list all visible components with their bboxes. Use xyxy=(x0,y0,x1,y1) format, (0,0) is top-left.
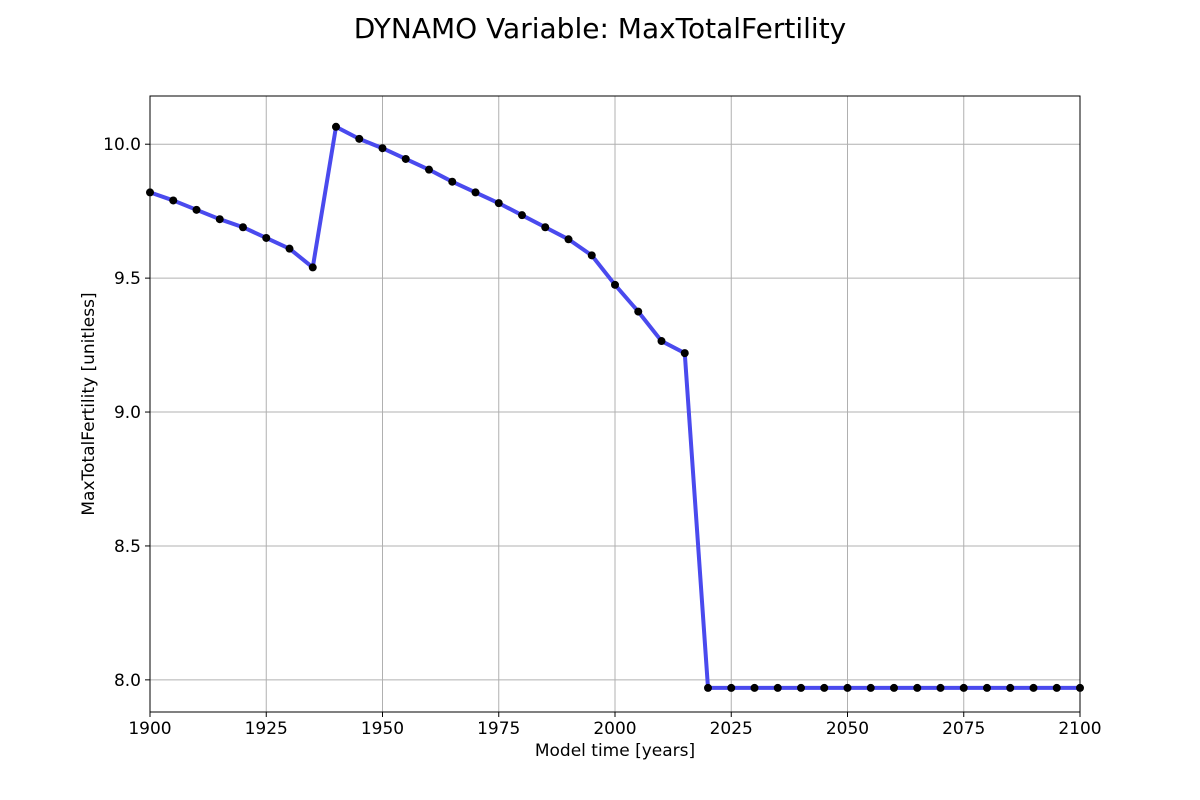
data-point xyxy=(239,223,247,232)
x-tick-label: 1950 xyxy=(361,719,404,739)
grid-lines xyxy=(149,96,1081,712)
data-point xyxy=(378,144,387,153)
data-point xyxy=(1052,683,1061,692)
data-point xyxy=(866,683,875,692)
data-point xyxy=(680,349,689,358)
data-point xyxy=(448,177,457,186)
data-point xyxy=(471,188,480,197)
y-tick-label: 10.0 xyxy=(103,135,141,155)
data-point xyxy=(494,199,503,208)
data-point xyxy=(843,683,852,692)
data-point xyxy=(704,683,712,692)
axis-ticks: 1900 1925 1950 1975 2000 2025 2050 2075 2100 8.0 8… xyxy=(103,135,1101,739)
data-point xyxy=(587,251,596,260)
y-tick-label: 9.0 xyxy=(114,403,141,423)
series-layer xyxy=(146,122,1084,692)
data-point xyxy=(518,211,526,220)
x-axis-label: Model time [years] xyxy=(535,741,695,761)
x-tick-label: 1925 xyxy=(245,719,288,739)
x-tick-label: 1975 xyxy=(477,719,520,739)
data-point xyxy=(727,683,736,692)
data-point xyxy=(1006,683,1015,692)
data-point xyxy=(192,205,201,214)
data-point xyxy=(169,196,178,205)
data-point xyxy=(657,337,666,346)
data-point xyxy=(773,683,782,692)
x-tick-label: 2025 xyxy=(710,719,753,739)
x-tick-label: 1900 xyxy=(128,719,171,739)
y-tick-label: 9.5 xyxy=(114,269,141,289)
data-point xyxy=(285,244,294,253)
y-tick-label: 8.5 xyxy=(114,537,141,557)
y-tick-label: 8.0 xyxy=(114,671,141,691)
data-point xyxy=(890,683,898,692)
y-axis-label: MaxTotalFertility [unitless] xyxy=(79,292,99,515)
data-point xyxy=(262,233,271,242)
data-point xyxy=(959,683,968,692)
x-tick-label: 2050 xyxy=(826,719,869,739)
data-point xyxy=(541,223,550,232)
data-point xyxy=(308,263,317,272)
data-point xyxy=(983,683,991,692)
data-point xyxy=(215,215,224,224)
x-tick-label: 2100 xyxy=(1058,719,1101,739)
chart-title: DYNAMO Variable: MaxTotalFertility xyxy=(354,12,847,45)
data-point xyxy=(355,134,364,143)
x-tick-label: 2075 xyxy=(942,719,985,739)
x-tick-label: 2000 xyxy=(593,719,636,739)
data-point xyxy=(1029,683,1038,692)
data-point xyxy=(820,683,829,692)
data-point xyxy=(401,154,410,163)
data-point xyxy=(564,235,573,244)
data-point xyxy=(913,683,922,692)
data-point xyxy=(634,307,643,316)
data-point xyxy=(936,683,945,692)
data-point xyxy=(750,683,759,692)
data-point xyxy=(611,280,619,289)
data-point xyxy=(332,122,340,131)
data-point xyxy=(797,683,805,692)
data-point xyxy=(425,165,433,174)
